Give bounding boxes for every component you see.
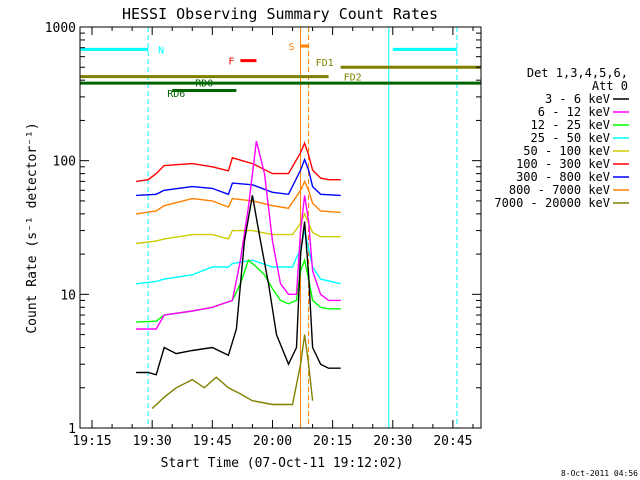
x-axis: 19:15 19:30 19:45 20:00 20:15 20:30 20:45	[72, 27, 474, 449]
legend-entry-label: 12 - 25 keV	[531, 118, 610, 132]
x-tick-label: 20:00	[253, 434, 292, 449]
y-axis-label: Count Rate (s⁻¹ detector⁻¹)	[25, 122, 40, 333]
chart-title: HESSI Observing Summary Count Rates	[122, 5, 438, 23]
generation-timestamp: 8-Oct-2011 04:56	[561, 469, 638, 478]
plot-frame	[79, 26, 482, 429]
plot-area: NFSFD1FD2RD0RD6	[80, 27, 481, 428]
flag-label-fd2: FD2	[344, 73, 362, 84]
series-line-5	[136, 141, 341, 183]
legend-entry-label: 7000 - 20000 keV	[494, 196, 610, 210]
x-tick-label: 20:45	[433, 434, 472, 449]
legend-entry-label: 300 - 800 keV	[516, 170, 610, 184]
series-line-3	[136, 230, 341, 285]
legend-entry-label: 50 - 100 keV	[523, 144, 610, 158]
flag-label-fd1: FD1	[316, 58, 334, 69]
legend-entry-label: 25 - 50 keV	[531, 131, 610, 145]
x-tick-label: 20:15	[313, 434, 352, 449]
flag-label-s: S	[289, 42, 295, 53]
y-tick-label: 10	[60, 288, 76, 303]
series-line-7	[136, 179, 341, 215]
flag-label-f: F	[228, 57, 234, 68]
legend-title: Att 0	[592, 79, 628, 93]
y-tick-label: 1000	[45, 21, 76, 36]
legend-entry-label: 6 - 12 keV	[538, 105, 610, 119]
y-tick-label: 1	[68, 422, 76, 437]
x-axis-label: Start Time (07-Oct-11 19:12:02)	[161, 456, 404, 471]
x-tick-label: 20:30	[373, 434, 412, 449]
x-tick-label: 19:45	[193, 434, 232, 449]
flag-label-rd6: RD6	[167, 89, 185, 100]
series-line-8	[151, 334, 314, 410]
legend-entry-label: 800 - 7000 keV	[509, 183, 610, 197]
legend-entry-label: 100 - 300 keV	[516, 157, 610, 171]
series-line-1	[136, 140, 341, 330]
y-axis: 1 10 100 1000	[45, 21, 481, 437]
y-tick-label: 100	[53, 155, 76, 170]
x-tick-label: 19:30	[133, 434, 172, 449]
x-tick-label: 19:15	[72, 434, 111, 449]
legend-entry-label: 3 - 6 keV	[545, 92, 610, 106]
series-line-4	[136, 212, 341, 245]
legend-title: Det 1,3,4,5,6,	[527, 66, 628, 80]
flag-label-n: N	[158, 45, 164, 56]
series-line-0	[136, 195, 341, 376]
series-line-6	[136, 157, 341, 197]
